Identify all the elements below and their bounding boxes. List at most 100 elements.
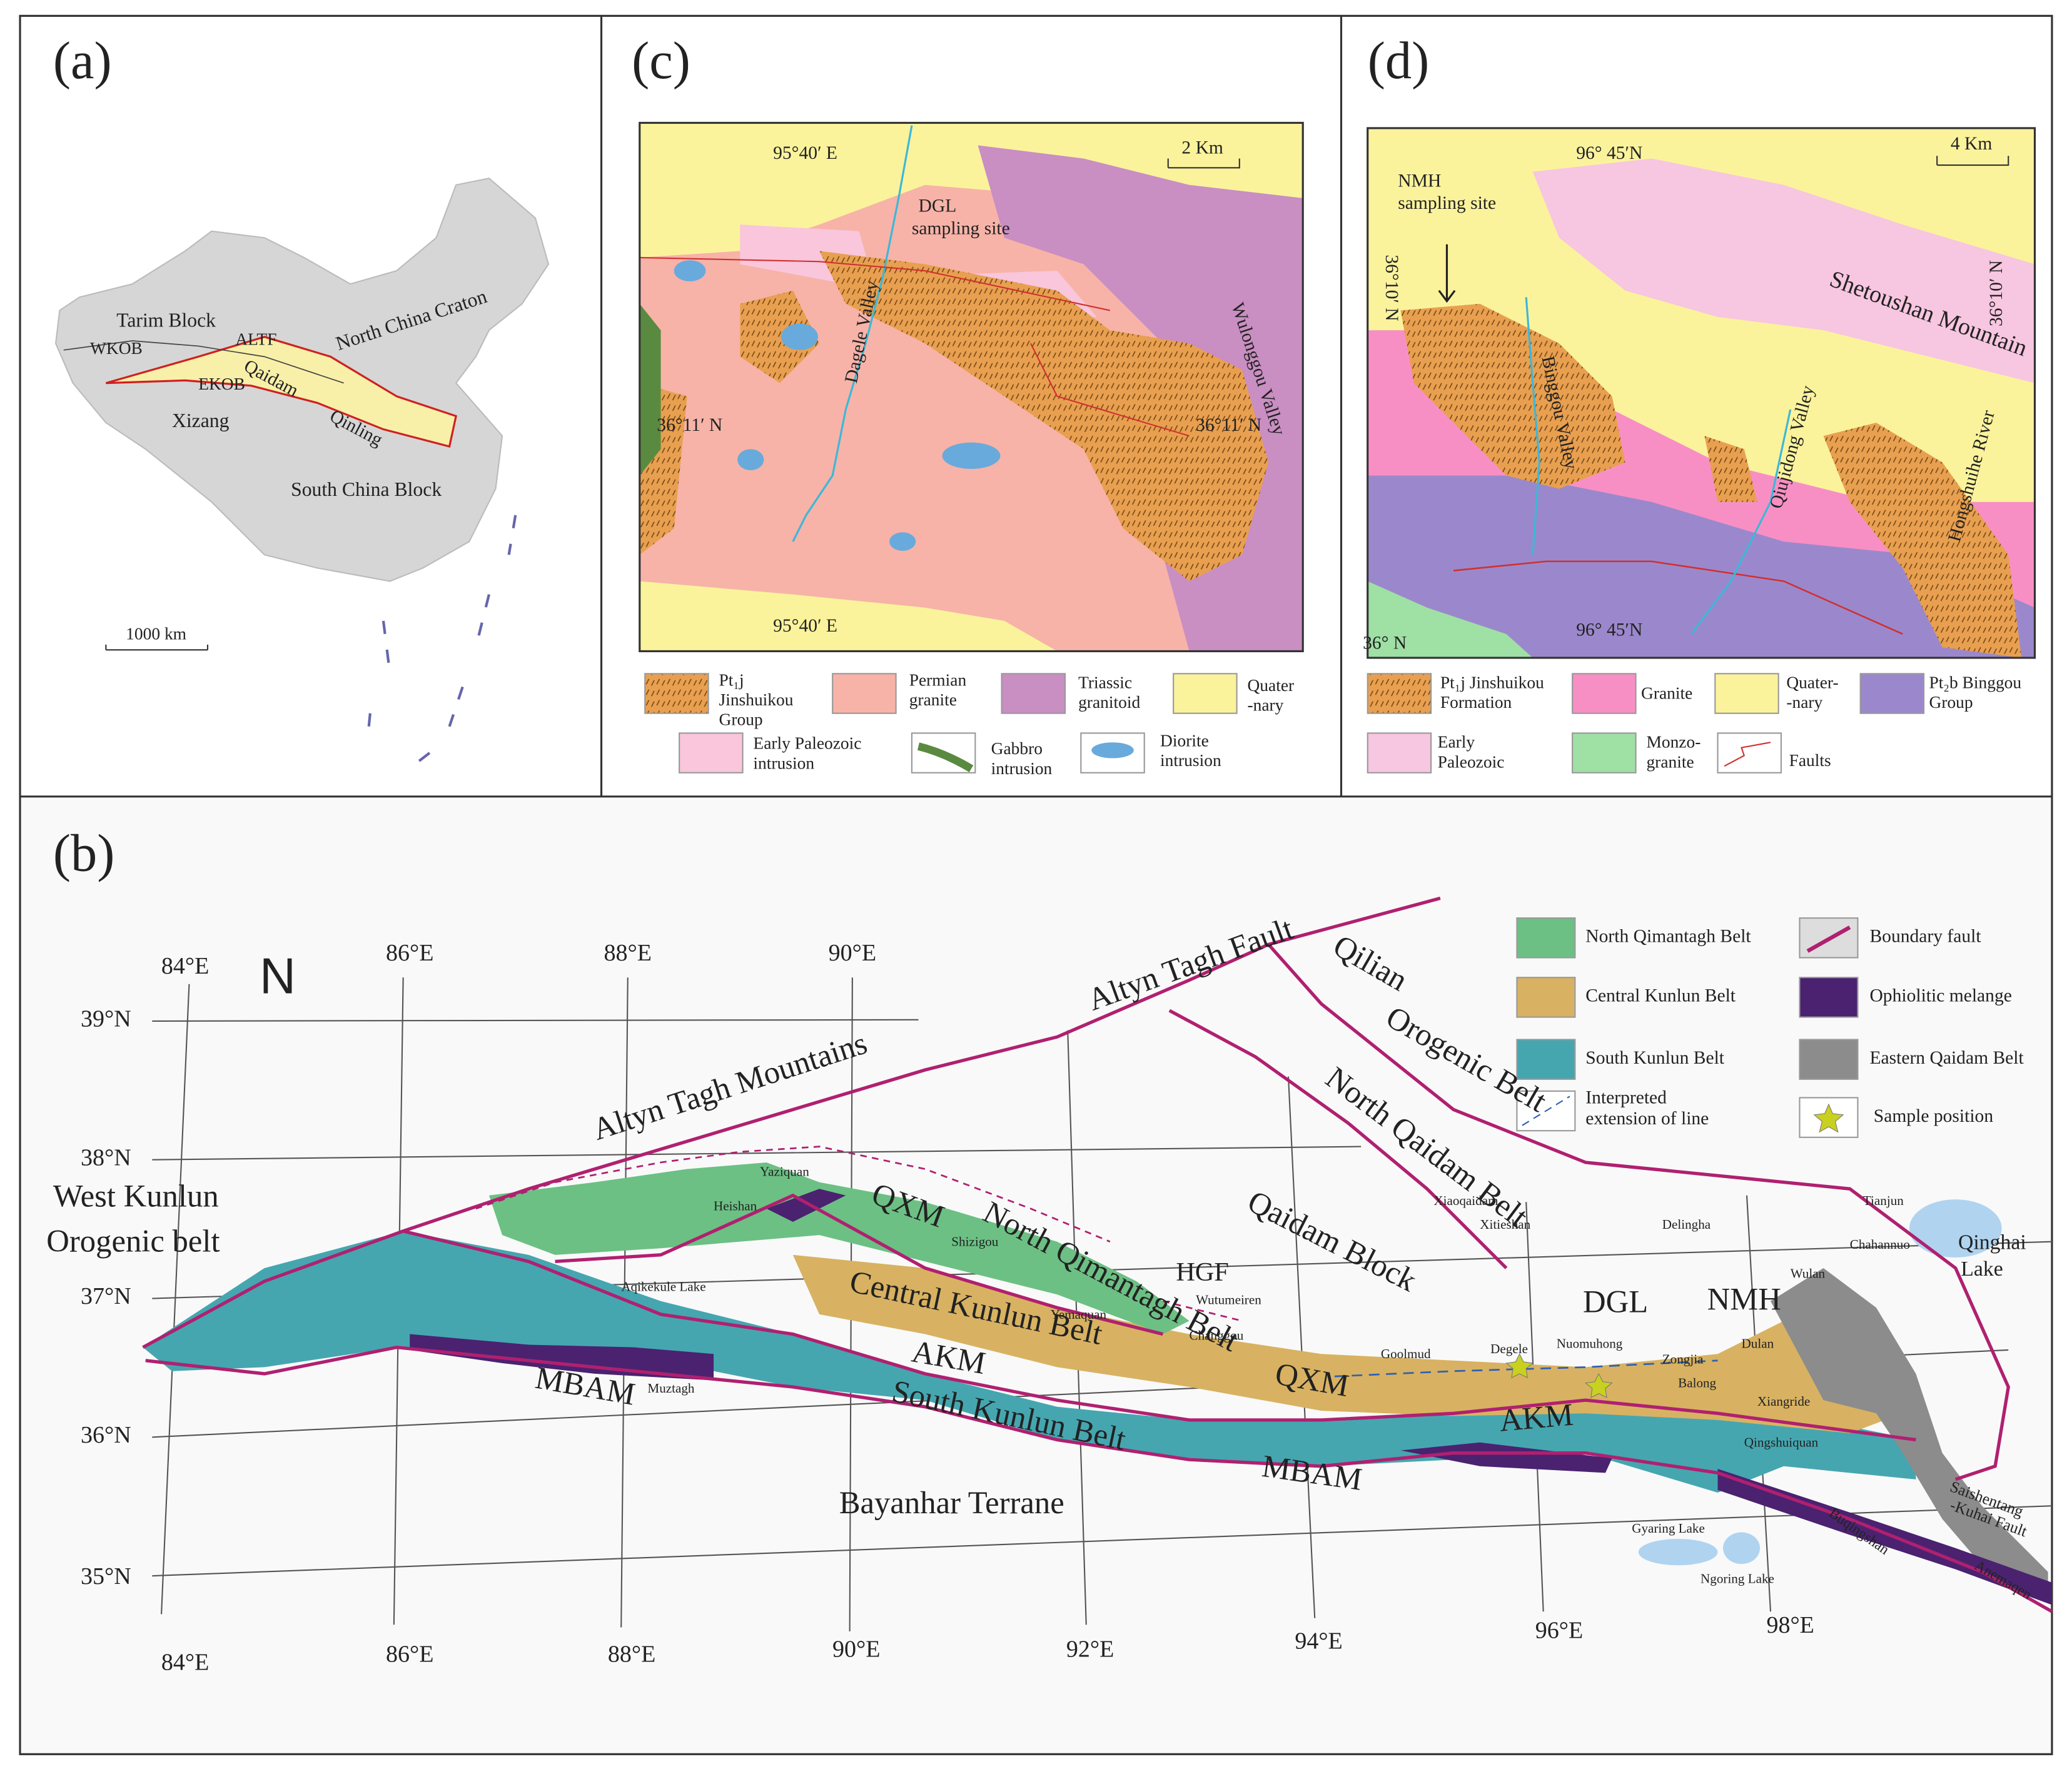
fault (63, 340, 344, 384)
fault (639, 256, 1111, 311)
label: Qinghai (1958, 1231, 2026, 1254)
label: Dulan (1742, 1336, 1774, 1351)
scale-bar (105, 644, 209, 651)
river (792, 125, 913, 542)
diorite (781, 323, 818, 350)
label: AKM (1498, 1397, 1575, 1438)
label: 95°40′ E (773, 143, 837, 163)
geology-b (142, 896, 2053, 1613)
label: Central Kunlun Belt (1585, 986, 1736, 1006)
label: 38°N (81, 1144, 131, 1171)
label: Zongjia (1662, 1352, 1704, 1367)
label: WKOB (90, 339, 143, 358)
label: -nary (1247, 695, 1283, 714)
jinshuikou (1704, 436, 1757, 502)
sample-star (1584, 1373, 1613, 1398)
label: Delingha (1662, 1217, 1711, 1232)
label: Boundary fault (1869, 927, 1981, 947)
label: 96° 45′N (1576, 620, 1642, 640)
label: Jinshuikou (719, 690, 794, 709)
label: (a) (53, 32, 112, 90)
label: 96°E (1535, 1618, 1583, 1644)
label: Muztagh (647, 1381, 694, 1396)
label: Monzo- (1646, 733, 1701, 752)
label: granitoid (1078, 693, 1140, 712)
label: South China Block (291, 478, 442, 500)
label: 95°40′ E (773, 616, 837, 636)
label: sampling site (1398, 193, 1496, 213)
label: sampling site (912, 218, 1010, 238)
label: 36° N (1363, 633, 1407, 653)
label: 39°N (81, 1006, 131, 1032)
label: DGL (918, 196, 956, 216)
diorite (889, 532, 916, 551)
river (1690, 409, 1792, 635)
quaternary (639, 123, 1303, 258)
label: Triassic (1078, 673, 1132, 692)
scale-bar (1167, 158, 1240, 169)
label: Bayanhar Terrane (839, 1485, 1064, 1520)
label: Permian (909, 670, 967, 689)
label: Degele (1490, 1341, 1528, 1356)
label: Quater (1247, 676, 1294, 695)
label: Ngoring Lake (1701, 1571, 1774, 1586)
label: (c) (632, 32, 690, 90)
river (1525, 297, 1540, 555)
belt (105, 336, 457, 448)
label: Xiaoqaidam (1433, 1193, 1498, 1208)
monzogranite (1367, 581, 1533, 658)
label: Lake (1961, 1257, 2003, 1281)
label: 90°E (832, 1636, 880, 1662)
map-frame (639, 121, 1304, 653)
central-kunlun (792, 1254, 1903, 1433)
lake (1722, 1532, 1761, 1565)
label: Pt₂b Binggou (1929, 673, 2022, 692)
label: Pt₁j (719, 670, 744, 689)
legend-swatches (644, 673, 1925, 774)
label: Yaziquan (760, 1164, 809, 1179)
label: Yemaquan (1051, 1307, 1107, 1322)
lake (1638, 1538, 1718, 1566)
north-qimantagh (488, 1162, 1190, 1334)
label: 84°E (161, 1649, 209, 1675)
label: 36°10′ N (1382, 255, 1402, 321)
label: intrusion (1160, 751, 1221, 770)
label: Interpreted (1585, 1087, 1667, 1107)
label: Changgou (1190, 1328, 1244, 1343)
label: Orogenic belt (46, 1224, 220, 1259)
label: 94°E (1295, 1628, 1342, 1655)
label: Eastern Qaidam Belt (1869, 1048, 2024, 1068)
diorite (674, 260, 706, 281)
label: granite (1646, 752, 1694, 771)
label: (d) (1368, 32, 1430, 90)
label: Group (1929, 693, 1973, 712)
label: Formation (1440, 693, 1512, 712)
fault (1453, 560, 1903, 635)
label: 92°E (1066, 1636, 1114, 1662)
label: 90°E (829, 940, 876, 966)
map-frame (1367, 127, 2036, 659)
label: Wutumeiren (1196, 1293, 1261, 1308)
label: Chahannuo (1850, 1237, 1910, 1252)
legend-b-swatches (1516, 917, 1859, 1138)
label: Sample position (1874, 1106, 1994, 1126)
label: extension of line (1585, 1109, 1709, 1129)
label: Tarim Block (116, 310, 216, 331)
label: DGL (1583, 1284, 1648, 1319)
label: 86°E (386, 1641, 433, 1668)
label: Balong (1678, 1376, 1716, 1391)
jinshuikou (1823, 422, 2022, 658)
label: Gyaring Lake (1632, 1521, 1705, 1536)
label: Xitieshan (1480, 1217, 1530, 1232)
label: North Qimantagh Belt (1585, 927, 1751, 947)
label: 2 Km (1181, 138, 1223, 158)
label: 1000 km (126, 624, 186, 643)
label: Ophiolitic melange (1869, 986, 2011, 1006)
label: ALTF (235, 330, 276, 348)
label: South Kunlun Belt (1585, 1048, 1725, 1068)
label: 84°E (161, 953, 209, 979)
label: Early (1438, 733, 1475, 752)
label: Faults (1789, 751, 1831, 770)
label: 4 Km (1951, 134, 1993, 154)
